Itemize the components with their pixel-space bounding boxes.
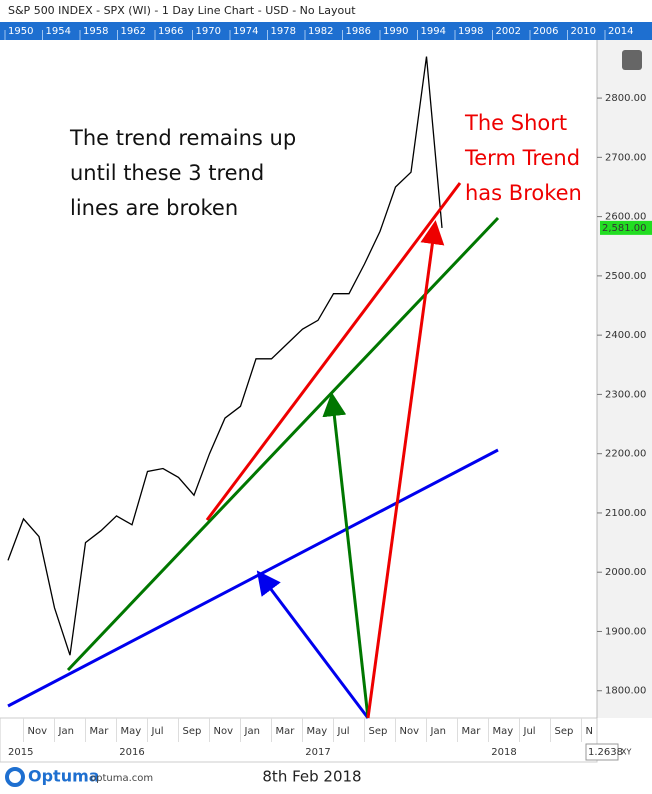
plot-area	[7, 56, 443, 656]
x-tick-label: Mar	[462, 726, 482, 737]
x-tick-label: Jul	[523, 726, 536, 737]
x-tick-label: Sep	[183, 726, 202, 737]
y-tick-label: 2600.00	[605, 212, 646, 223]
y-tick-label: 2300.00	[605, 389, 646, 400]
overview-year: 1954	[46, 26, 71, 37]
year-label: 2016	[119, 747, 144, 758]
overview-year: 1990	[383, 26, 408, 37]
overview-year: 1998	[458, 26, 483, 37]
annotations: The trend remains up until these 3 trend l…	[69, 111, 582, 220]
last-price-box	[600, 220, 652, 235]
arrow	[322, 392, 370, 719]
x-tick-label: Mar	[276, 726, 296, 737]
date-axis	[0, 717, 598, 763]
short-term-note: The Short	[464, 111, 567, 135]
trend-note: The trend remains up	[69, 126, 296, 150]
overview-year: 1958	[83, 26, 108, 37]
short-term-note: Term Trend	[464, 146, 580, 170]
x-tick-label: Sep	[369, 726, 388, 737]
y-tick-label: 2100.00	[605, 508, 646, 519]
overview-year: 2006	[533, 26, 558, 37]
y-tick-label: 2200.00	[605, 449, 646, 460]
overview-bar[interactable]: 1950 1954 1958 1962 1966 1970 1974 1978 1982 1986…	[0, 22, 652, 40]
x-tick-label: May	[121, 726, 142, 737]
y-tick-label: 1900.00	[605, 626, 646, 637]
x-tick-label: May	[493, 726, 514, 737]
overview-year: 1970	[196, 26, 221, 37]
overview-year: 1966	[158, 26, 183, 37]
overview-year: 1950	[8, 26, 33, 37]
lock-icon[interactable]	[622, 50, 642, 70]
overview-year: 1994	[421, 26, 446, 37]
trend-note: until these 3 trend	[70, 161, 264, 185]
overview-background	[0, 22, 652, 40]
trend-note: lines are broken	[70, 196, 238, 220]
price-line	[7, 56, 443, 656]
overview-year: 2014	[608, 26, 633, 37]
year-label: 2018	[491, 747, 516, 758]
x-tick-label: Nov	[28, 726, 48, 737]
last-price-label: 2,581.00	[602, 223, 647, 234]
year-label: 2015	[8, 747, 33, 758]
x-tick-label: Nov	[400, 726, 420, 737]
zoom: 1.2638	[588, 747, 623, 758]
y-tick-label: 2400.00	[605, 330, 646, 341]
y-tick-label: 2700.00	[605, 152, 646, 163]
x-tick-label: Jan	[58, 726, 74, 737]
year-label: 2017	[305, 747, 330, 758]
overview-year: 2010	[571, 26, 596, 37]
brand-logo	[5, 767, 25, 787]
x-tick-label: Jan	[244, 726, 260, 737]
x-tick-label: N	[586, 726, 593, 737]
brand: Optuma	[28, 767, 100, 786]
long-term-trend-line	[7, 448, 499, 708]
overview-year: 1962	[121, 26, 146, 37]
y-tick-label: 2000.00	[605, 567, 646, 578]
x-tick-label: Mar	[90, 726, 110, 737]
chart-date: 8th Feb 2018	[262, 768, 361, 786]
chart-title: S&P 500 INDEX - SPX (WI) - 1 Day Line Ch…	[8, 4, 356, 17]
overview-year: 1986	[346, 26, 371, 37]
y-tick-label: 2500.00	[605, 271, 646, 282]
y-tick-label: 1800.00	[605, 686, 646, 697]
price-axis-panel	[597, 40, 652, 718]
x-tick-label: Nov	[214, 726, 234, 737]
overview-year: 1974	[233, 26, 258, 37]
overview-year: 1978	[271, 26, 296, 37]
x-tick-label: Jan	[430, 726, 446, 737]
x-tick-label: Jul	[337, 726, 350, 737]
overview-year: 1982	[308, 26, 333, 37]
site: optuma.com	[90, 773, 153, 784]
mode[interactable]: XY	[621, 748, 631, 757]
x-tick-label: Sep	[555, 726, 574, 737]
y-tick-label: 2800.00	[605, 93, 646, 104]
short-term-note: has Broken	[465, 181, 582, 205]
zoom-box[interactable]	[585, 743, 619, 761]
short-term-trend-line	[205, 182, 462, 521]
arrow	[366, 220, 445, 719]
x-tick-label: May	[307, 726, 328, 737]
overview-year: 2002	[496, 26, 521, 37]
arrow	[256, 570, 370, 719]
x-tick-label: Jul	[151, 726, 164, 737]
